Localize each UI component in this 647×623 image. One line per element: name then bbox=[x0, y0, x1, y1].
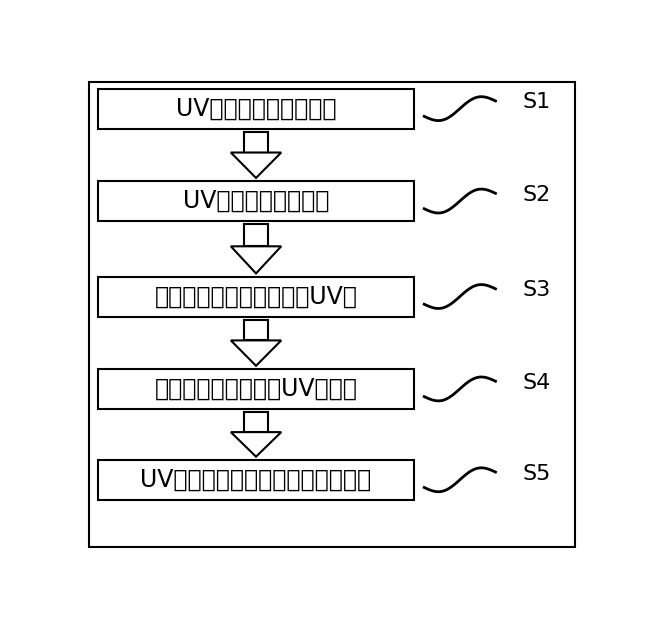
Text: 在上述微透镜阵列上旋涂UV胶: 在上述微透镜阵列上旋涂UV胶 bbox=[155, 285, 357, 308]
Text: UV压印制作纳米阵列: UV压印制作纳米阵列 bbox=[183, 189, 329, 213]
Bar bbox=[98, 369, 414, 409]
Polygon shape bbox=[231, 246, 281, 273]
Bar bbox=[98, 88, 414, 129]
Bar bbox=[98, 277, 414, 316]
Bar bbox=[98, 181, 414, 221]
Text: 将纳米阵列置于上述UV胶层上: 将纳米阵列置于上述UV胶层上 bbox=[155, 377, 357, 401]
Text: S4: S4 bbox=[523, 373, 551, 392]
Bar bbox=[245, 131, 268, 153]
Text: S5: S5 bbox=[523, 464, 551, 483]
Polygon shape bbox=[231, 432, 281, 457]
Text: UV压印制作微透镜阵列: UV压印制作微透镜阵列 bbox=[176, 97, 336, 121]
Polygon shape bbox=[231, 153, 281, 178]
Polygon shape bbox=[231, 340, 281, 366]
Text: S2: S2 bbox=[523, 185, 551, 205]
Bar bbox=[245, 320, 268, 340]
Text: S1: S1 bbox=[523, 92, 551, 113]
Text: UV压印制备微透镜纳米孔混合结构: UV压印制备微透镜纳米孔混合结构 bbox=[140, 468, 371, 492]
Bar bbox=[245, 412, 268, 432]
Bar bbox=[98, 460, 414, 500]
Bar bbox=[245, 224, 268, 246]
Text: S3: S3 bbox=[523, 280, 551, 300]
